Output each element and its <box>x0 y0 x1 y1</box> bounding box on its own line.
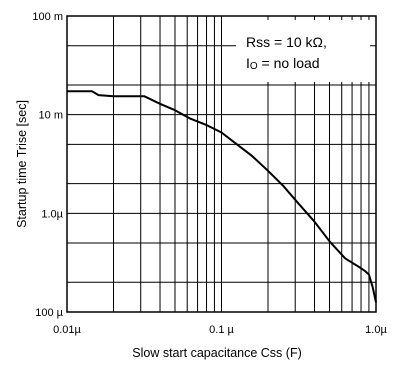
y-tick-label: 1.0µ <box>41 208 63 220</box>
y-axis-title: Startup time Trise [sec] <box>15 100 29 228</box>
annotation-line-2-subscript: O <box>250 61 258 72</box>
x-tick-label: 0.1 µ <box>209 324 234 336</box>
series-line <box>67 90 377 303</box>
y-tick-label: 10 m <box>39 110 63 122</box>
plot-frame <box>66 15 377 313</box>
y-tick-label: 100 m <box>32 11 63 23</box>
annotation-line-1: Rss = 10 kΩ, <box>246 34 327 50</box>
y-tick-label: 100 µ <box>35 307 63 319</box>
annotation-line-2-prefix: I <box>246 55 250 71</box>
annotation-line-2: IO = no load <box>246 55 320 72</box>
annotation-background <box>236 20 370 82</box>
tick-labels: 0.01µ 0.1 µ 1.0µ 100 m 10 m 1.0µ 100 µ <box>32 11 387 336</box>
x-tick-label: 0.01µ <box>53 324 81 336</box>
annotation-box: Rss = 10 kΩ, IO = no load <box>236 20 370 82</box>
x-tick-label: 1.0µ <box>365 324 387 336</box>
x-axis-title: Slow start capacitance Css (F) <box>132 346 302 360</box>
data-series <box>67 90 377 303</box>
annotation-line-2-suffix: = no load <box>258 55 320 71</box>
